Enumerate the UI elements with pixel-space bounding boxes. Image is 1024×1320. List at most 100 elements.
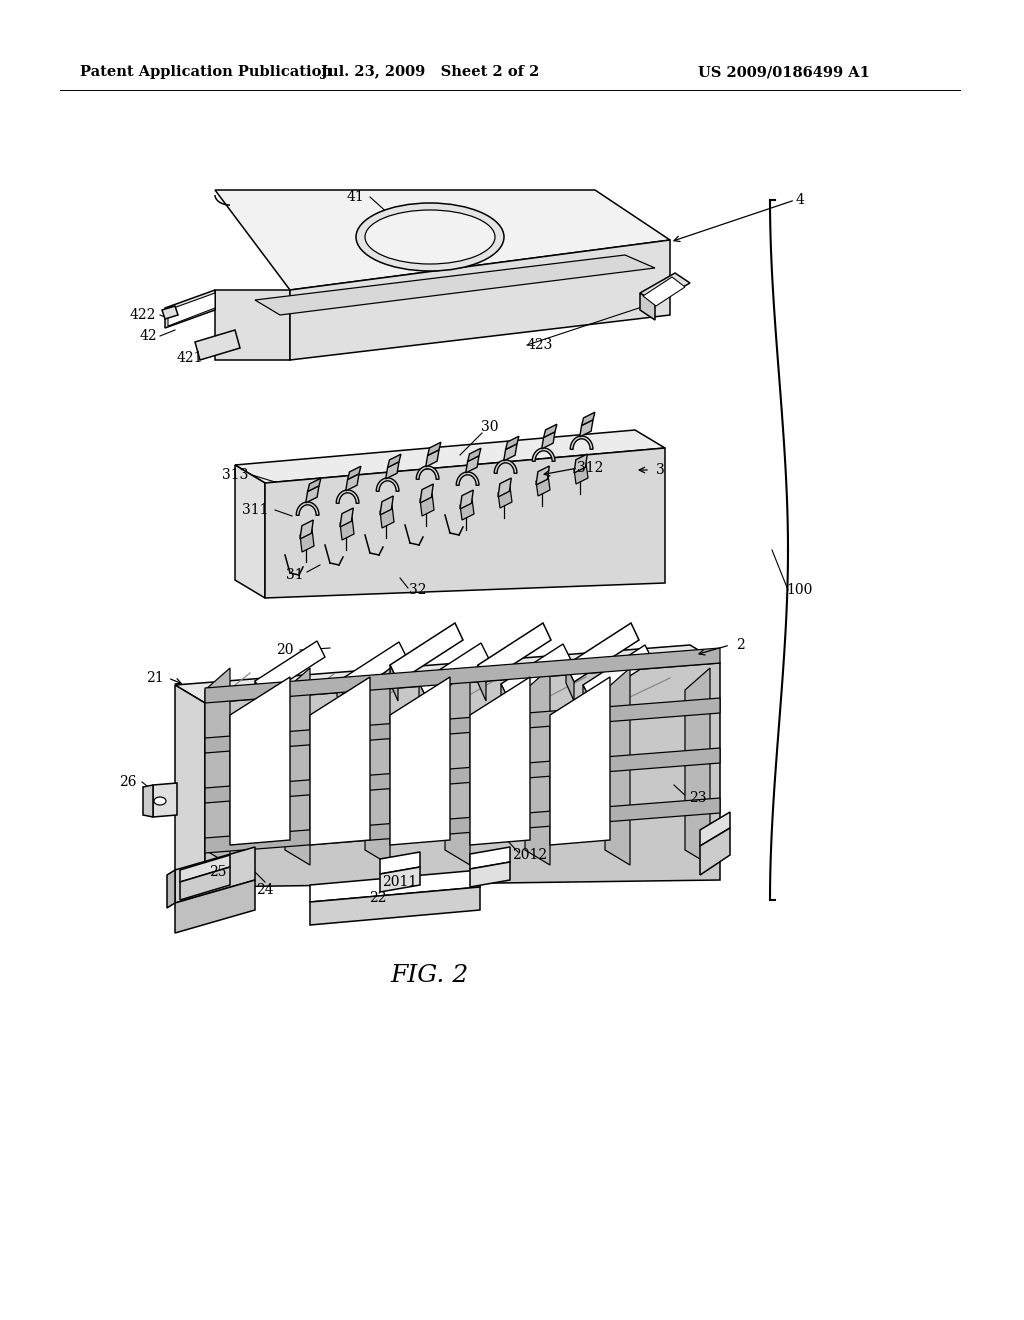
- Polygon shape: [420, 484, 433, 503]
- Text: 25: 25: [209, 865, 226, 879]
- Text: 4: 4: [796, 193, 805, 207]
- Polygon shape: [574, 463, 588, 484]
- Polygon shape: [640, 293, 655, 319]
- Polygon shape: [205, 648, 720, 704]
- Polygon shape: [175, 685, 205, 887]
- Polygon shape: [700, 812, 730, 846]
- Text: 30: 30: [481, 420, 499, 434]
- Polygon shape: [460, 490, 473, 510]
- Text: 23: 23: [689, 791, 707, 805]
- Polygon shape: [532, 447, 555, 461]
- Polygon shape: [498, 478, 511, 498]
- Text: 21: 21: [146, 671, 164, 685]
- Polygon shape: [643, 277, 685, 306]
- Polygon shape: [380, 496, 393, 515]
- Text: 100: 100: [786, 583, 813, 597]
- Polygon shape: [255, 681, 263, 711]
- Polygon shape: [162, 306, 178, 319]
- Polygon shape: [640, 273, 690, 304]
- Text: 312: 312: [577, 461, 603, 475]
- Polygon shape: [468, 449, 481, 462]
- Polygon shape: [380, 506, 394, 528]
- Text: FIG. 2: FIG. 2: [391, 964, 469, 986]
- Polygon shape: [466, 455, 479, 473]
- Polygon shape: [685, 668, 710, 865]
- Text: 41: 41: [346, 190, 364, 205]
- Polygon shape: [478, 623, 551, 682]
- Polygon shape: [205, 748, 720, 803]
- Polygon shape: [310, 870, 480, 902]
- Polygon shape: [536, 466, 549, 484]
- Text: 42: 42: [139, 329, 157, 343]
- Polygon shape: [566, 623, 639, 682]
- Polygon shape: [340, 508, 353, 527]
- Text: 313: 313: [222, 469, 248, 482]
- Ellipse shape: [365, 210, 495, 264]
- Polygon shape: [340, 517, 354, 540]
- Polygon shape: [215, 190, 670, 290]
- Text: Jul. 23, 2009   Sheet 2 of 2: Jul. 23, 2009 Sheet 2 of 2: [321, 65, 540, 79]
- Polygon shape: [470, 677, 530, 845]
- Text: 2012: 2012: [512, 847, 548, 862]
- Polygon shape: [290, 240, 670, 360]
- Polygon shape: [470, 862, 510, 887]
- Polygon shape: [336, 490, 359, 503]
- Polygon shape: [167, 870, 175, 908]
- Polygon shape: [566, 665, 574, 701]
- Text: 22: 22: [370, 891, 387, 906]
- Text: 20: 20: [276, 643, 294, 657]
- Polygon shape: [265, 447, 665, 598]
- Polygon shape: [175, 645, 720, 704]
- Polygon shape: [296, 502, 319, 515]
- Polygon shape: [390, 665, 398, 701]
- Polygon shape: [605, 668, 630, 865]
- Text: 31: 31: [286, 568, 304, 582]
- Polygon shape: [180, 855, 230, 882]
- Text: 2011: 2011: [382, 875, 418, 888]
- Polygon shape: [542, 432, 555, 449]
- Polygon shape: [300, 520, 313, 539]
- Polygon shape: [180, 867, 230, 900]
- Polygon shape: [416, 466, 439, 479]
- Polygon shape: [420, 492, 434, 516]
- Polygon shape: [536, 475, 550, 496]
- Polygon shape: [195, 330, 240, 360]
- Polygon shape: [478, 665, 486, 701]
- Text: 422: 422: [130, 308, 157, 322]
- Text: 3: 3: [655, 463, 665, 477]
- Polygon shape: [501, 644, 571, 700]
- Polygon shape: [255, 642, 325, 697]
- Polygon shape: [388, 454, 401, 467]
- Polygon shape: [419, 643, 489, 700]
- Polygon shape: [175, 847, 255, 903]
- Polygon shape: [457, 473, 479, 486]
- Polygon shape: [506, 436, 519, 450]
- Text: 311: 311: [242, 503, 268, 517]
- Polygon shape: [337, 642, 407, 698]
- Polygon shape: [380, 851, 420, 874]
- Polygon shape: [230, 677, 290, 845]
- Polygon shape: [306, 486, 319, 503]
- Polygon shape: [205, 663, 720, 887]
- Polygon shape: [165, 290, 215, 327]
- Polygon shape: [390, 677, 450, 845]
- Polygon shape: [153, 783, 177, 817]
- Polygon shape: [390, 623, 463, 682]
- Polygon shape: [300, 529, 314, 552]
- Polygon shape: [501, 684, 509, 714]
- Polygon shape: [504, 444, 517, 461]
- Polygon shape: [570, 436, 593, 449]
- Polygon shape: [386, 462, 399, 479]
- Polygon shape: [428, 442, 441, 455]
- Polygon shape: [234, 430, 665, 483]
- Polygon shape: [550, 677, 610, 845]
- Polygon shape: [376, 478, 399, 491]
- Text: 24: 24: [256, 883, 273, 898]
- Text: 423: 423: [526, 338, 553, 352]
- Polygon shape: [445, 668, 470, 865]
- Ellipse shape: [154, 797, 166, 805]
- Text: 2: 2: [735, 638, 744, 652]
- Polygon shape: [419, 682, 427, 713]
- Text: Patent Application Publication: Patent Application Publication: [80, 65, 332, 79]
- Polygon shape: [310, 677, 370, 845]
